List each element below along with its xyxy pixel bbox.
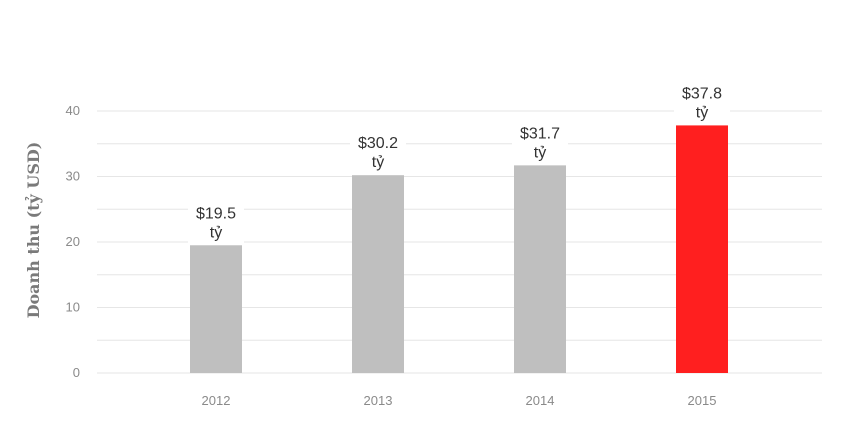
x-tick-label: 2013 xyxy=(364,393,393,408)
data-label-2012: $19.5 tỷ xyxy=(188,201,244,244)
data-labels: $19.5 tỷ $30.2 tỷ $31.7 tỷ $37.8 tỷ xyxy=(188,81,730,244)
y-tick-label: 30 xyxy=(66,169,80,184)
data-label-2014: $31.7 tỷ xyxy=(512,121,568,164)
data-label-value: $31.7 xyxy=(520,125,560,142)
y-tick-label: 40 xyxy=(66,103,80,118)
data-label-value: $30.2 xyxy=(358,135,398,152)
data-label-unit: tỷ xyxy=(210,224,222,241)
bar-2013 xyxy=(352,175,404,373)
data-label-unit: tỷ xyxy=(372,154,384,171)
y-axis-ticks: 0 10 20 30 40 xyxy=(66,103,80,380)
bars xyxy=(190,125,728,373)
data-label-unit: tỷ xyxy=(534,144,546,161)
bar-2015 xyxy=(676,125,728,373)
y-tick-label: 0 xyxy=(73,365,80,380)
y-axis-title: Doanh thu (tỷ USD) xyxy=(24,142,43,319)
bar-2012 xyxy=(190,245,242,373)
x-tick-label: 2015 xyxy=(688,393,717,408)
data-label-2013: $30.2 tỷ xyxy=(350,131,406,174)
data-label-2015: $37.8 tỷ xyxy=(674,81,730,124)
x-tick-label: 2014 xyxy=(526,393,555,408)
data-label-value: $19.5 xyxy=(196,205,236,222)
x-axis-ticks: 2012 2013 2014 2015 xyxy=(202,393,717,408)
data-label-value: $37.8 xyxy=(682,85,722,102)
y-tick-label: 20 xyxy=(66,234,80,249)
bar-2014 xyxy=(514,165,566,373)
y-tick-label: 10 xyxy=(66,300,80,315)
data-label-unit: tỷ xyxy=(696,104,708,121)
x-tick-label: 2012 xyxy=(202,393,231,408)
